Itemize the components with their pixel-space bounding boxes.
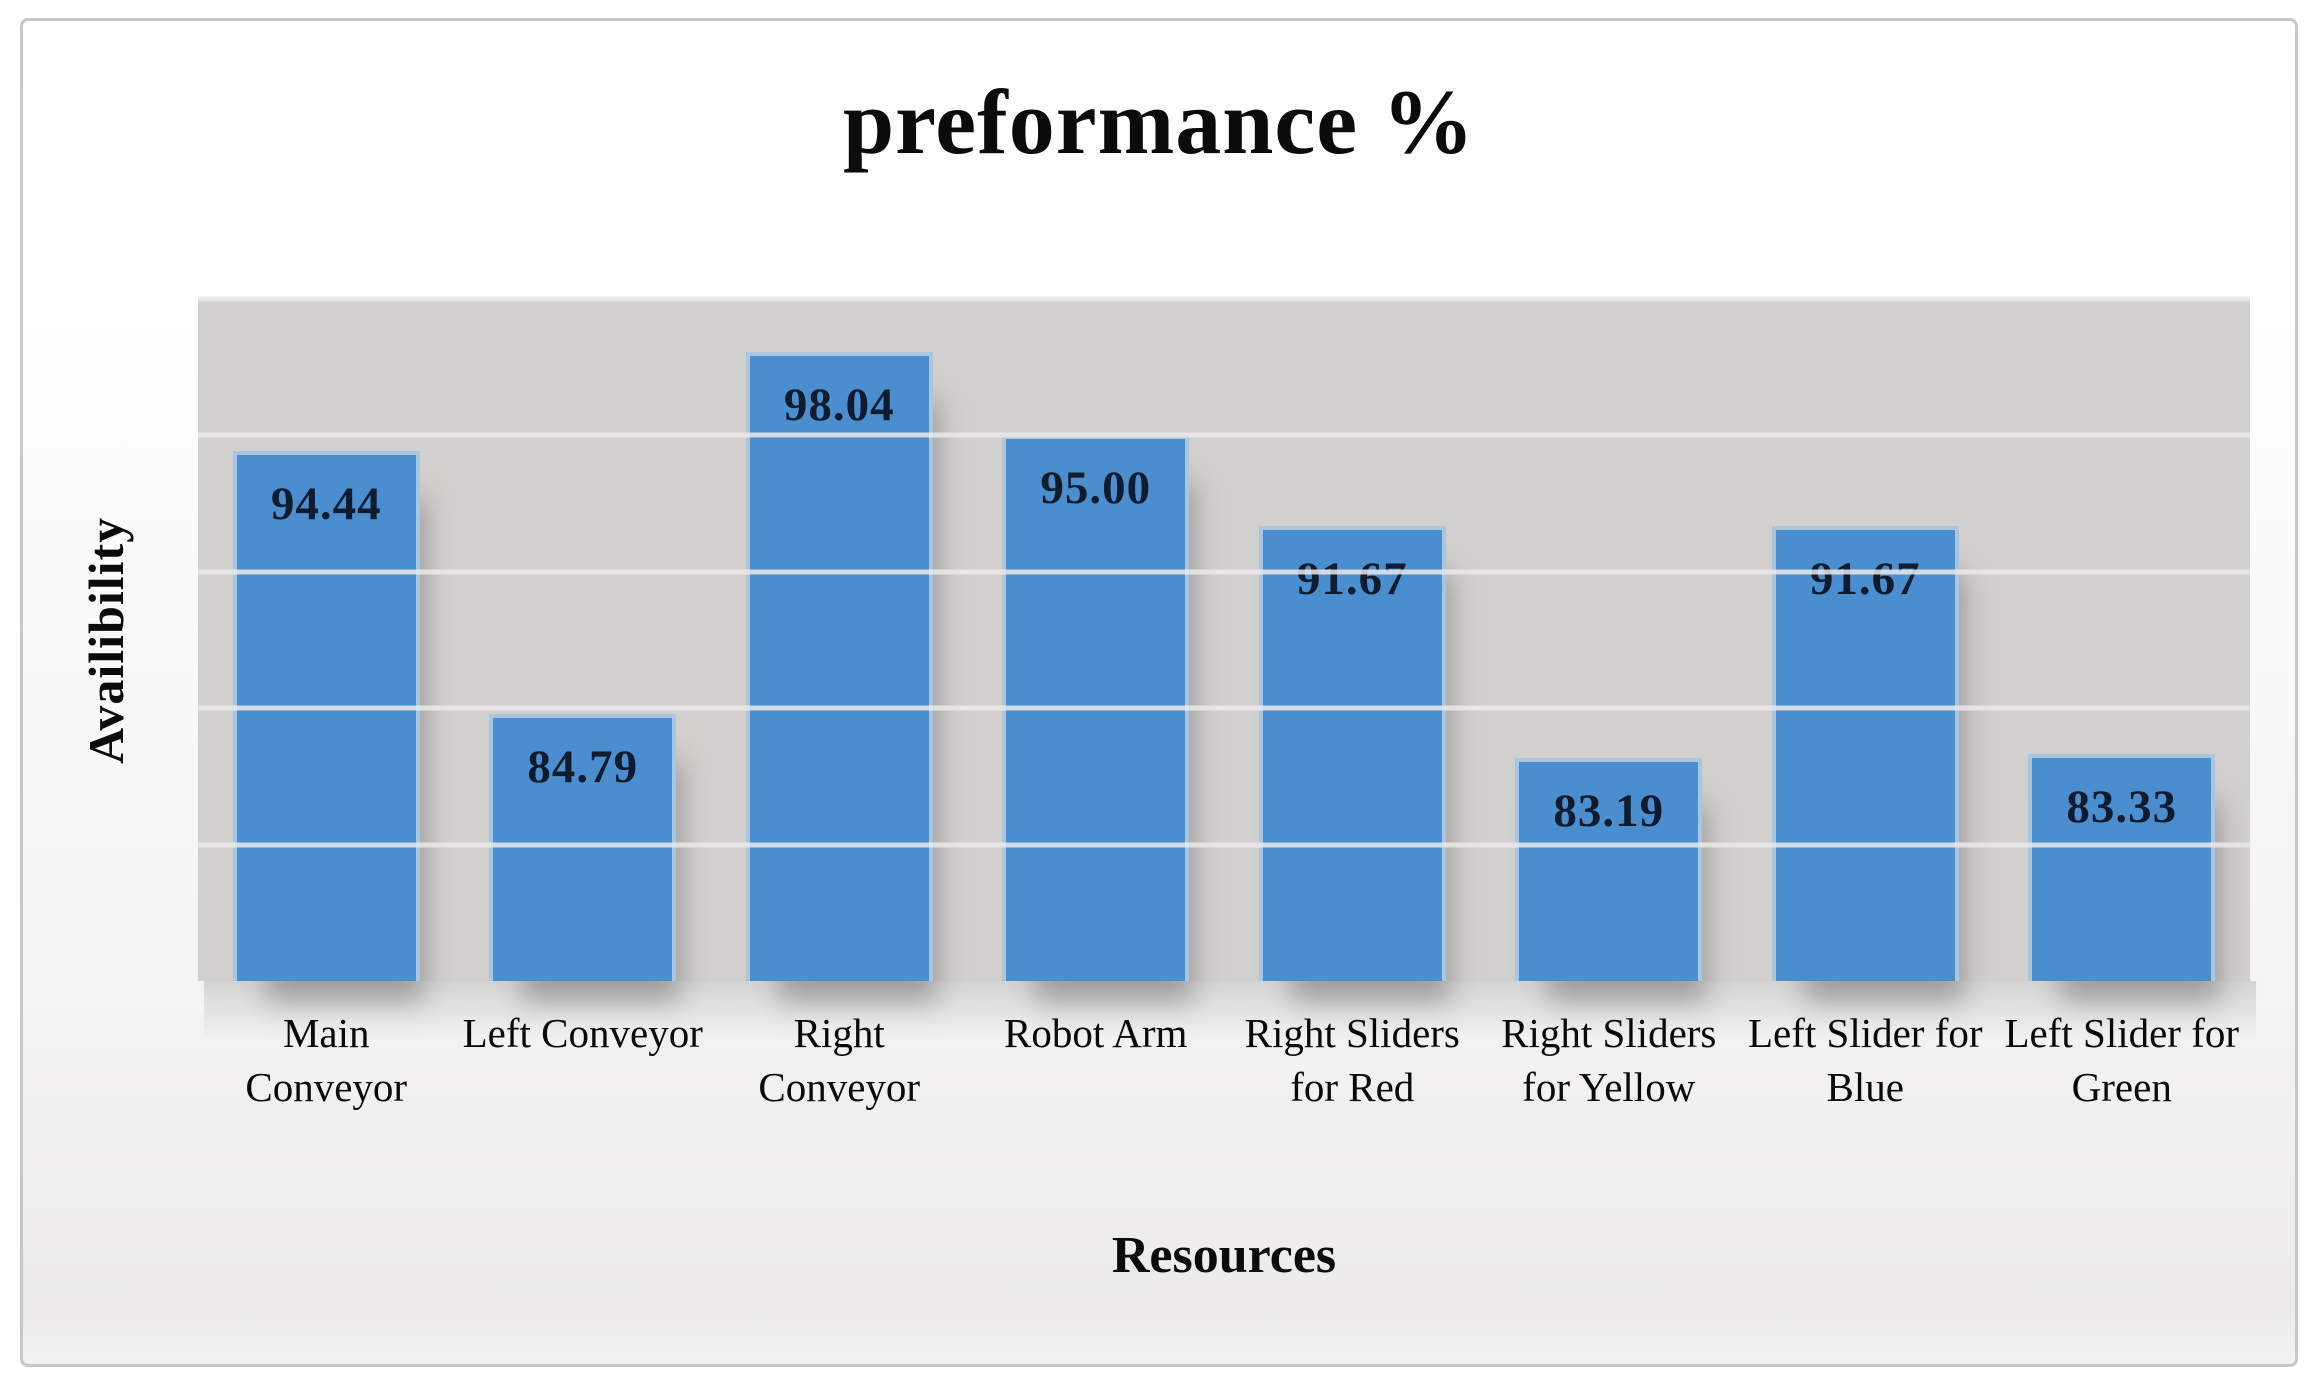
- bar: 91.67: [1258, 526, 1446, 981]
- bar: 94.44: [232, 450, 420, 981]
- bar: 83.33: [2028, 753, 2216, 981]
- bar: 98.04: [745, 352, 933, 981]
- gridline: [198, 296, 2250, 302]
- y-axis-title: Availibility: [78, 516, 134, 764]
- bar-value-label: 94.44: [270, 477, 382, 530]
- bar-slot: 91.67: [1737, 299, 1994, 981]
- bar-value-label: 83.33: [2066, 780, 2178, 833]
- bar: 83.19: [1515, 757, 1703, 981]
- gridline: [198, 432, 2250, 438]
- gridline: [198, 569, 2250, 575]
- gridline: [198, 842, 2250, 848]
- bar-slot: 95.00: [968, 299, 1225, 981]
- bars: 94.44 84.79 98.04 95.00 91.67 83.19 91.67 83.33: [198, 299, 2250, 981]
- category-labels: Main Conveyor Left Conveyor Right Conveyor…: [198, 1006, 2250, 1114]
- category-label: Right Sliders for Red: [1244, 1010, 1460, 1111]
- category-label: Left Slider for Blue: [1747, 1010, 1983, 1111]
- bar-value-label: 84.79: [527, 740, 639, 793]
- category-label: Main Conveyor: [245, 1010, 408, 1111]
- bar-value-label: 95.00: [1040, 462, 1152, 515]
- bar-slot: 91.67: [1224, 299, 1481, 981]
- category-label: Left Conveyor: [462, 1010, 703, 1056]
- bar-slot: 94.44: [198, 299, 455, 981]
- bar: 84.79: [489, 713, 677, 981]
- bar-value-label: 91.67: [1296, 553, 1408, 606]
- plot-area: 94.44 84.79 98.04 95.00 91.67 83.19 91.67 83.33: [198, 296, 2256, 1039]
- x-axis-title: Resources: [1111, 1227, 1337, 1284]
- bar-slot: 98.04: [711, 299, 968, 981]
- bar-value-label: 98.04: [783, 379, 895, 432]
- bar-slot: 83.33: [1994, 299, 2251, 981]
- category-label: Right Sliders for Yellow: [1501, 1010, 1717, 1111]
- bar-value-label: 91.67: [1809, 553, 1921, 606]
- bar-slot: 83.19: [1481, 299, 1738, 981]
- category-label: Left Slider for Green: [2004, 1010, 2240, 1111]
- gridline: [198, 705, 2250, 711]
- chart-title: preformance %: [842, 71, 1476, 173]
- bar-slot: 84.79: [455, 299, 712, 981]
- category-label: Right Conveyor: [758, 1010, 921, 1111]
- bar-value-label: 83.19: [1553, 784, 1665, 837]
- chart-frame: preformance % Availibility 94.44 84.79 98.…: [20, 18, 2298, 1367]
- category-label: Robot Arm: [1004, 1010, 1188, 1056]
- bar: 91.67: [1771, 526, 1959, 981]
